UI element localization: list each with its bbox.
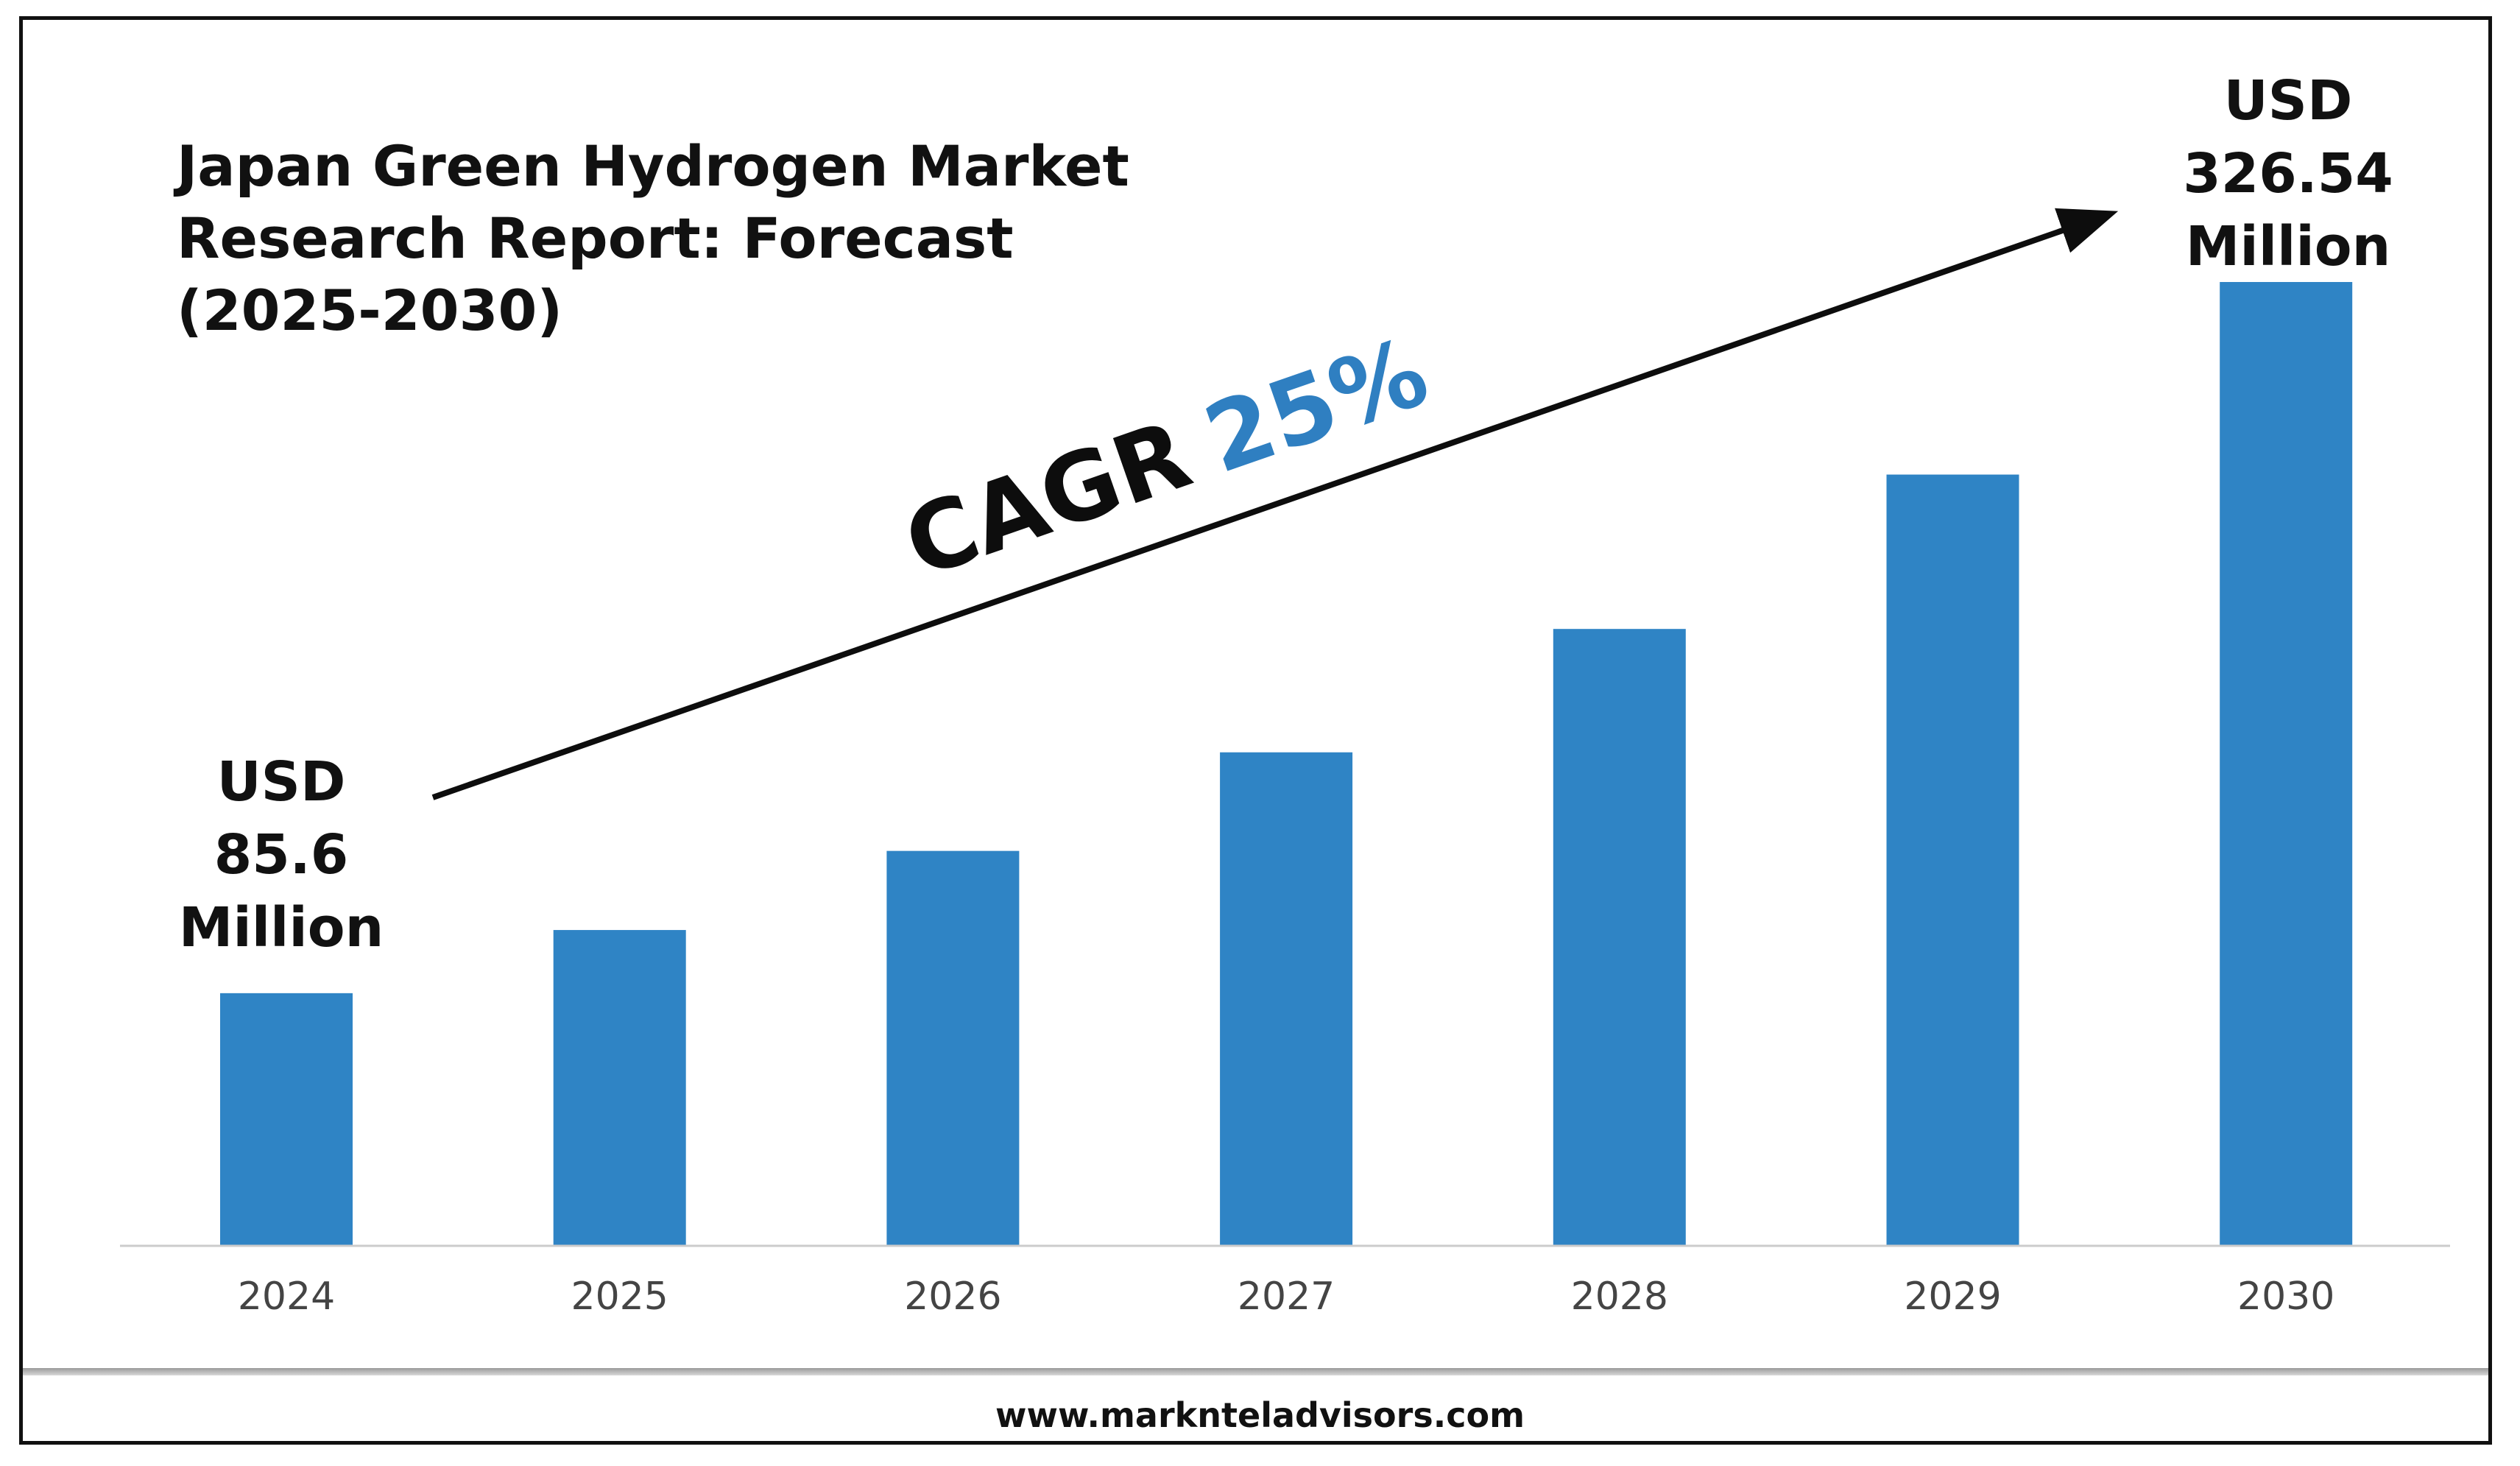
x-tick-label-2028: 2028 [1571, 1275, 1668, 1319]
end-callout-line-2: 326.54 [2183, 142, 2393, 205]
bar-2029 [1886, 474, 2019, 1247]
bar-2025 [553, 930, 686, 1246]
end-value-callout: USD 326.54 Million [2183, 69, 2393, 278]
cagr-annotation: CAGR 25% [892, 317, 1441, 599]
x-tick-label-2026: 2026 [904, 1275, 1001, 1319]
end-callout-line-1: USD [2224, 69, 2353, 133]
chart-title: Japan Green Hydrogen Market Research Rep… [173, 133, 1129, 343]
bar-2030 [2220, 282, 2353, 1246]
chart-title-line-1: Japan Green Hydrogen Market [173, 133, 1129, 199]
start-callout-line-2: 85.6 [214, 823, 349, 887]
cagr-label: CAGR [892, 400, 1204, 599]
bar-2026 [886, 850, 1020, 1246]
start-callout-line-1: USD [217, 750, 346, 814]
start-callout-line-3: Million [179, 896, 384, 959]
cagr-value: 25% [1192, 317, 1441, 495]
growth-arrow [431, 208, 2119, 800]
bars-group [220, 282, 2353, 1247]
x-tick-label-2027: 2027 [1238, 1275, 1335, 1319]
x-tick-label-2024: 2024 [238, 1275, 335, 1319]
start-value-callout: USD 85.6 Million [179, 750, 384, 959]
chart-title-line-3: (2025-2030) [177, 278, 562, 343]
x-axis-ticks: 2024 2025 2026 2027 2028 2029 2030 [238, 1275, 2335, 1319]
chart-title-line-2: Research Report: Forecast [177, 205, 1014, 271]
bar-2024 [220, 993, 353, 1246]
footer-divider [23, 1368, 2488, 1375]
end-callout-line-3: Million [2186, 215, 2391, 278]
x-tick-label-2029: 2029 [1904, 1275, 2001, 1319]
bar-2028 [1553, 629, 1686, 1246]
x-tick-label-2030: 2030 [2237, 1275, 2334, 1319]
footer-url: www.marknteladvisors.com [995, 1395, 1525, 1435]
bar-2027 [1220, 752, 1353, 1246]
x-tick-label-2025: 2025 [571, 1275, 668, 1319]
